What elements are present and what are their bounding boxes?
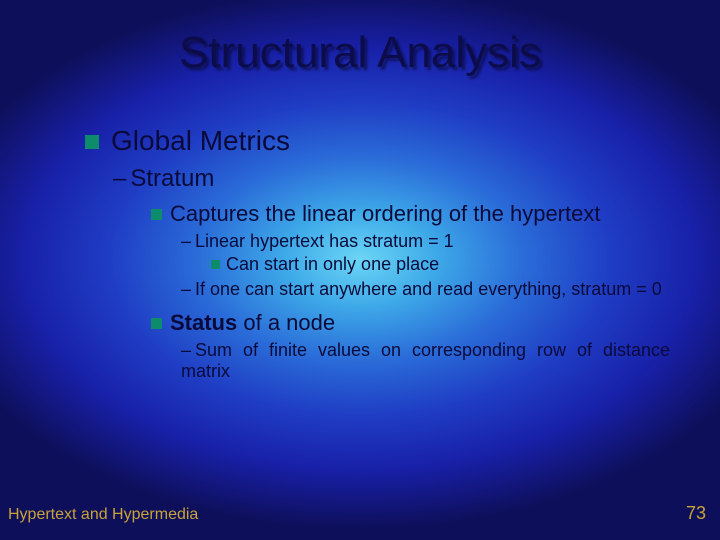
bullet-lvl4: –Linear hypertext has stratum = 1 (181, 231, 680, 252)
dash-bullet-icon: – (181, 279, 191, 299)
square-bullet-icon (85, 135, 99, 149)
bullet-lvl4: –Sum of finite values on corresponding r… (181, 340, 680, 382)
slide-title: Structural Analysis (0, 28, 720, 78)
lvl3-text-suffix: of a node (237, 310, 335, 335)
bullet-lvl1: Global Metrics (85, 125, 680, 157)
slide-number: 73 (686, 503, 706, 524)
lvl1-text: Global Metrics (111, 125, 290, 156)
lvl4-text: If one can start anywhere and read every… (195, 279, 662, 299)
lvl2-text: Stratum (130, 165, 214, 192)
dash-bullet-icon: – (181, 231, 191, 251)
square-bullet-icon (211, 260, 220, 269)
lvl5-text: Can start in only one place (226, 254, 439, 274)
bullet-lvl5: Can start in only one place (211, 254, 680, 275)
lvl4-text: Linear hypertext has stratum = 1 (195, 231, 454, 251)
lvl4-text: Sum of finite values on corresponding ro… (181, 340, 670, 381)
dash-bullet-icon: – (181, 340, 191, 360)
bullet-lvl2: –Stratum (113, 165, 680, 193)
bullet-lvl3: Status of a node (151, 310, 680, 336)
footer-text: Hypertext and Hypermedia (8, 506, 198, 524)
square-bullet-icon (151, 318, 162, 329)
dash-bullet-icon: – (113, 165, 126, 192)
slide-body: Global Metrics –Stratum Captures the lin… (85, 125, 680, 382)
lvl3-text: Captures the linear ordering of the hype… (170, 201, 600, 226)
bullet-lvl3: Captures the linear ordering of the hype… (151, 201, 680, 227)
lvl3-text-bold: Status (170, 310, 237, 335)
bullet-lvl4: –If one can start anywhere and read ever… (181, 279, 680, 300)
square-bullet-icon (151, 209, 162, 220)
slide: Structural Analysis Global Metrics –Stra… (0, 0, 720, 540)
